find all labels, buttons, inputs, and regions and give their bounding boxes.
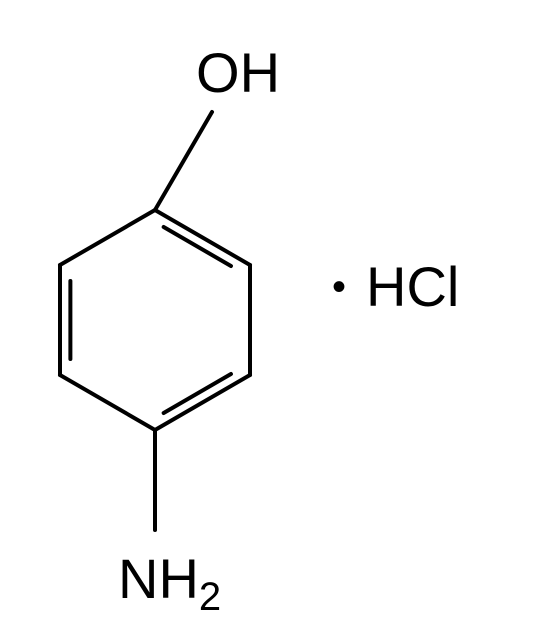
nh2-subscript: 2	[199, 575, 221, 619]
ring-bond	[155, 375, 250, 430]
ring-bond	[60, 210, 155, 265]
hcl-carbon: C	[406, 255, 446, 318]
salt-dot: •	[332, 265, 346, 309]
bond-to-oh	[155, 112, 212, 210]
oh-hydrogen: H	[240, 41, 280, 104]
oh-oxygen: O	[196, 41, 240, 104]
hcl-label: HCl	[366, 255, 459, 318]
hcl-hydrogen: H	[366, 255, 406, 318]
ring-bond	[155, 210, 250, 265]
benzene-ring	[60, 210, 250, 430]
molecule-diagram: OH NH2 • HCl	[0, 0, 543, 640]
nh2-hydrogen: H	[158, 547, 198, 610]
hcl-l: l	[447, 255, 459, 318]
oh-label: OH	[196, 41, 280, 104]
ring-bond	[60, 375, 155, 430]
nh2-nitrogen: N	[118, 547, 158, 610]
nh2-label: NH2	[118, 547, 221, 619]
